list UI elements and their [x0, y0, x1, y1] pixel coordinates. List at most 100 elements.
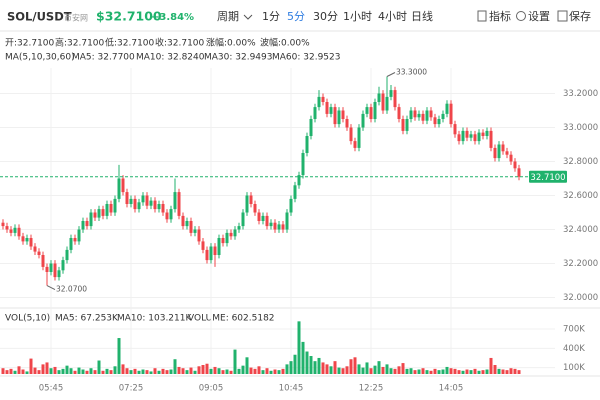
candle-body	[341, 110, 345, 119]
volume-bar	[105, 368, 109, 374]
volume-bar	[477, 370, 481, 374]
candle-body	[489, 130, 493, 148]
candle-body	[137, 202, 141, 210]
volume-legend-label: VOL(5,10)	[5, 314, 50, 324]
candle-body	[117, 178, 121, 199]
candle-body	[469, 134, 473, 138]
candle-body	[193, 229, 197, 233]
volume-bar	[253, 368, 257, 374]
candle-body	[249, 195, 253, 204]
volume-bar	[129, 370, 133, 374]
dropdown-icon[interactable]	[243, 14, 253, 20]
volume-bar	[509, 368, 513, 374]
volume-bar	[489, 357, 493, 374]
candle-body	[429, 110, 433, 118]
period-tab[interactable]: 4小时	[378, 10, 407, 23]
volume-bar	[353, 357, 357, 374]
candle-body	[409, 110, 413, 119]
indicator-icon[interactable]	[477, 10, 487, 22]
y-tick-label: 32.4000	[563, 225, 598, 235]
period-tab[interactable]: 1小时	[343, 10, 372, 23]
volume-bar	[257, 366, 261, 374]
period-tab[interactable]: 5分	[287, 10, 305, 23]
tool-button[interactable]: 指标	[489, 9, 511, 23]
candle-body	[461, 130, 465, 142]
volume-bar	[517, 370, 521, 374]
period-label[interactable]: 周期	[217, 10, 239, 23]
volume-bar	[149, 371, 153, 374]
x-tick-label: 12:25	[359, 384, 384, 394]
volume-bar	[121, 364, 125, 374]
volume-bar	[133, 368, 137, 374]
volume-bar	[73, 370, 77, 374]
candle-body	[157, 204, 161, 210]
save-icon[interactable]	[557, 10, 568, 22]
tool-button[interactable]: 保存	[569, 9, 591, 23]
candle-body	[305, 136, 309, 153]
candle-body	[89, 212, 93, 227]
volume-bar	[309, 356, 313, 374]
volume-bar	[1, 368, 5, 374]
candle-body	[109, 204, 113, 213]
volume-bar	[493, 365, 497, 374]
volume-bar	[385, 364, 389, 374]
volume-bar	[161, 368, 165, 374]
candle-body	[377, 93, 381, 102]
candle-body	[369, 107, 373, 119]
candle-body	[337, 110, 341, 125]
volume-bar	[429, 370, 433, 374]
volume-bar	[377, 361, 381, 374]
candle-body	[45, 266, 49, 272]
candle-body	[189, 221, 193, 233]
candle-body	[21, 236, 25, 242]
candle-body	[513, 161, 517, 169]
ma-legend-item: MA60: 32.9523	[272, 53, 340, 63]
candle-body	[417, 113, 421, 118]
period-tab[interactable]: 30分	[313, 10, 338, 23]
candle-body	[77, 229, 81, 242]
volume-bar	[329, 366, 333, 374]
candle-body	[445, 103, 449, 114]
candle-body	[437, 119, 441, 125]
candle-body	[113, 198, 117, 213]
candle-body	[121, 178, 125, 193]
x-tick-label: 10:45	[279, 384, 304, 394]
volume-bar	[225, 369, 229, 374]
volume-bar	[413, 370, 417, 374]
candle-body	[201, 241, 205, 250]
toolbar: 指标 设置 保存	[489, 9, 591, 23]
volume-bar	[457, 370, 461, 374]
period-tab[interactable]: 日线	[411, 9, 433, 23]
symbol[interactable]: SOL/USDT	[7, 10, 72, 24]
tool-button[interactable]: 设置	[528, 10, 550, 23]
candle-body	[209, 246, 213, 261]
ohlc-info: 低:32.7100	[105, 37, 155, 49]
candle-body	[225, 232, 229, 244]
candle-body	[181, 215, 185, 227]
volume-bar	[401, 363, 405, 374]
volume-bar	[13, 370, 17, 374]
volume-bar	[109, 370, 113, 374]
volume-bar	[93, 370, 97, 374]
volume-bar	[113, 366, 117, 374]
x-tick-label: 05:45	[39, 384, 64, 394]
low-label: 32.0700	[56, 285, 87, 294]
period-tab[interactable]: 1分	[262, 10, 280, 23]
volume-bar	[57, 370, 61, 374]
high-label: 33.3000	[396, 68, 427, 77]
volume-bar	[173, 359, 177, 374]
candle-body	[457, 134, 461, 142]
volume-bar	[49, 368, 53, 374]
volume-bar	[465, 369, 469, 374]
volume-bar	[405, 368, 409, 374]
candle-body	[265, 215, 269, 227]
candle-body	[5, 226, 9, 230]
volume-bar	[433, 368, 437, 374]
low-marker	[46, 285, 56, 291]
candle-body	[421, 113, 425, 121]
change: +3.84%	[151, 12, 194, 23]
ma-legend-item: MA10: 32.8240	[136, 53, 205, 63]
volume-bar	[389, 368, 393, 374]
candle-body	[293, 185, 297, 199]
settings-icon[interactable]	[516, 11, 526, 21]
